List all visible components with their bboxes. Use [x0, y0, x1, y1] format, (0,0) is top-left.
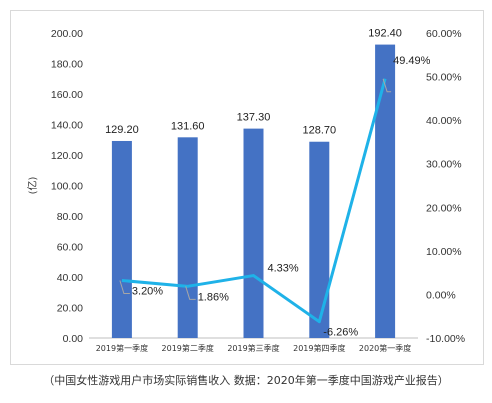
bar-series — [111, 44, 396, 339]
x-tick-label: 2019第三季度 — [227, 343, 279, 353]
y2-tick-label: 60.00% — [426, 28, 462, 40]
bar-data-label: 129.20 — [105, 124, 139, 136]
bar — [111, 140, 132, 338]
line-data-label: -6.26% — [323, 327, 358, 339]
x-tick-label: 2019第一季度 — [96, 343, 148, 353]
y2-tick-label: 50.00% — [426, 72, 462, 84]
y2-tick-label: 10.00% — [426, 246, 462, 258]
y2-tick-label: -10.00% — [426, 333, 465, 345]
y2-tick-label: 20.00% — [426, 202, 462, 214]
bar — [375, 44, 396, 339]
y-tick-label: 40.00 — [57, 272, 83, 284]
y-tick-label: 180.00 — [51, 59, 83, 71]
bar — [309, 141, 330, 338]
y-tick-label: 80.00 — [57, 211, 83, 223]
label-leader-line — [119, 280, 130, 294]
label-leader-line — [382, 78, 392, 93]
x-tick-label: 2020第一季度 — [359, 343, 411, 353]
bar-data-label: 192.40 — [368, 28, 402, 40]
data-labels: 129.20 131.60 137.30 128.70 192.40 3.20% 1.86%… — [105, 28, 431, 339]
x-tick-label: 2019第二季度 — [162, 343, 214, 353]
line-data-label: 4.33% — [268, 263, 299, 275]
y2-tick-label: 30.00% — [426, 159, 462, 171]
combo-chart: 0.00 20.00 40.00 60.00 80.00 100.00 120.00 140.… — [26, 28, 465, 353]
y-tick-label: 20.00 — [57, 303, 83, 315]
y-tick-label: 100.00 — [51, 181, 83, 193]
bar-data-label: 137.30 — [237, 112, 271, 124]
y2-tick-label: 40.00% — [426, 115, 462, 127]
y-axis-unit-label: (亿) — [26, 177, 39, 195]
line-data-label: 49.49% — [393, 55, 431, 67]
bar-data-label: 128.70 — [302, 125, 336, 137]
y-tick-label: 120.00 — [51, 150, 83, 162]
line-path — [121, 78, 387, 324]
bar — [243, 128, 264, 338]
y-tick-label: 60.00 — [57, 242, 83, 254]
axes: 0.00 20.00 40.00 60.00 80.00 100.00 120.00 140.… — [51, 28, 465, 353]
chart-frame: 0.00 20.00 40.00 60.00 80.00 100.00 120.00 140.… — [10, 10, 484, 365]
line-data-label: 3.20% — [132, 285, 163, 297]
label-leader-line — [185, 286, 196, 300]
chart-caption: （中国女性游戏用户市场实际销售收入 数据：2020年第一季度中国游戏产业报告） — [43, 374, 449, 387]
y-tick-label: 160.00 — [51, 89, 83, 101]
bar — [177, 137, 198, 338]
x-tick-label: 2019第四季度 — [293, 343, 345, 353]
y-tick-label: 200.00 — [51, 28, 83, 40]
y-tick-label: 0.00 — [63, 333, 84, 345]
bar-data-label: 131.60 — [171, 120, 205, 132]
y2-tick-label: 0.00% — [426, 289, 456, 301]
line-series — [121, 78, 387, 324]
line-data-label: 1.86% — [198, 291, 229, 303]
y-tick-label: 140.00 — [51, 120, 83, 132]
